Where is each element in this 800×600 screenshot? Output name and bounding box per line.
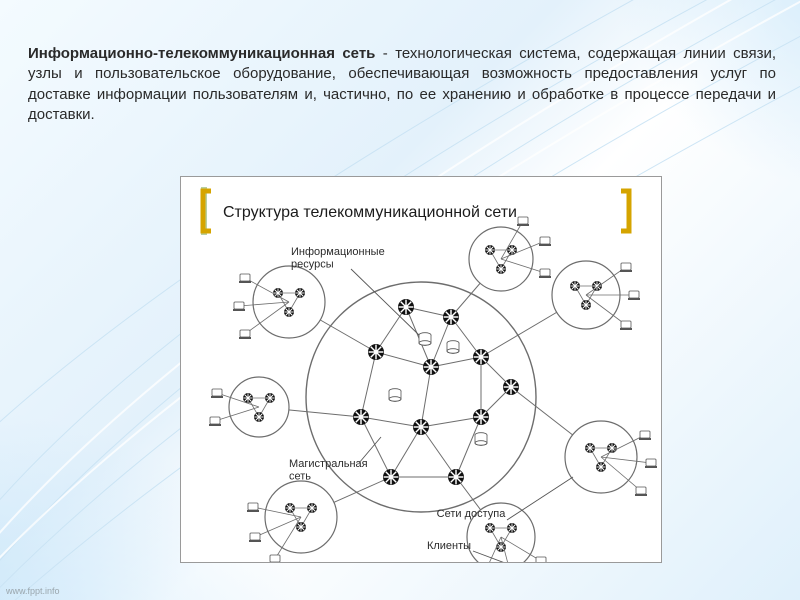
network-diagram: Структура телекоммуникационной сети Инфор…	[181, 177, 661, 562]
definition-term: Информационно-телекоммуникационная сеть	[28, 45, 375, 62]
definition-sep: -	[375, 45, 395, 62]
footer-url: www.fppt.info	[6, 586, 60, 596]
definition-text: Информационно-телекоммуникационная сеть …	[28, 44, 776, 125]
svg-text:Магистральнаясеть: Магистральнаясеть	[289, 458, 368, 483]
svg-text:Сети доступа: Сети доступа	[437, 508, 507, 520]
svg-text:Структура телекоммуникационной: Структура телекоммуникационной сети	[223, 204, 517, 221]
slide: Информационно-телекоммуникационная сеть …	[0, 0, 800, 600]
svg-text:Информационныересурсы: Информационныересурсы	[291, 246, 385, 271]
svg-text:Клиенты: Клиенты	[427, 540, 471, 552]
diagram-container: Структура телекоммуникационной сети Инфор…	[180, 176, 662, 563]
